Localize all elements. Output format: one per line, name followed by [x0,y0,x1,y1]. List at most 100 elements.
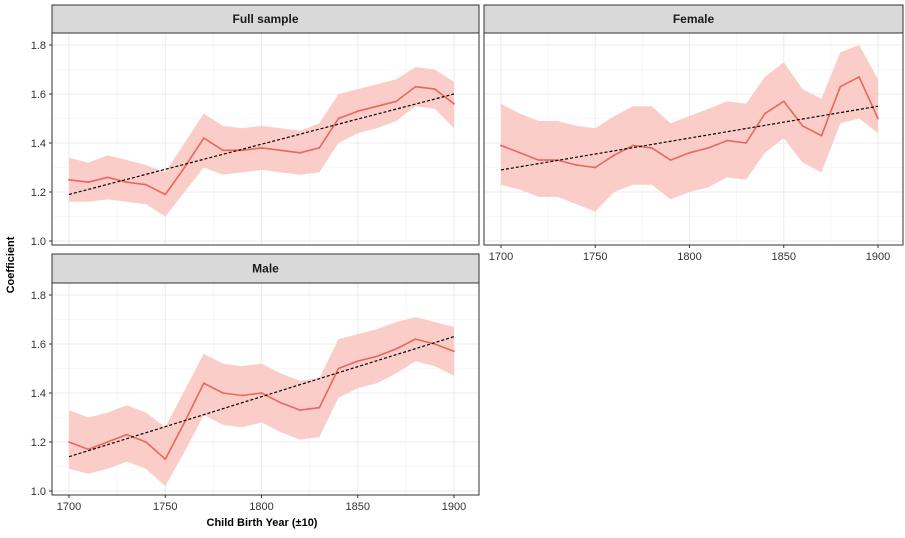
x-tick-label: 1700 [57,501,81,513]
confidence-band [501,45,878,212]
data-point [87,448,90,451]
data-point [453,350,455,353]
confidence-band [69,67,454,217]
data-point [575,164,578,166]
data-point [183,421,186,424]
panels-layer: Full sample 1.0 1.2 1.4 1.6 1.8 Female 1700 1750… [31,4,904,513]
trend-line [500,105,879,171]
data-point [356,110,359,113]
confidence-band [69,317,454,487]
panel-title: Female [673,12,715,26]
data-point [376,105,378,108]
x-tick-label: 1750 [153,501,177,513]
data-point [801,124,804,127]
data-point [183,166,186,169]
y-tick-label: 1.8 [31,290,46,302]
x-tick-label: 1900 [866,251,890,263]
y-tick-label: 1.4 [31,138,46,150]
data-point [145,183,147,186]
data-point [202,382,205,385]
x-tick-label: 1750 [583,251,607,263]
panel-2: Female 1700 1750 1800 1850 1900 [483,4,904,263]
data-point [537,159,540,162]
data-point [858,75,861,78]
data-point [125,433,128,436]
data-point [337,117,340,120]
data-point [395,100,398,103]
data-point [820,134,823,137]
data-point [68,441,70,443]
x-tick-label: 1850 [772,251,796,263]
data-point [318,406,321,409]
data-point [318,147,321,149]
data-point [877,117,879,120]
x-tick-label: 1900 [442,501,466,513]
data-point [279,401,282,404]
data-point [202,137,205,140]
data-point [106,176,109,179]
data-point [500,144,502,147]
data-point [222,149,224,152]
panel-title: Male [252,262,279,276]
y-tick-label: 1.6 [31,89,46,101]
data-point [433,88,436,90]
data-point [745,142,747,144]
data-point [241,394,244,397]
data-point [164,458,167,461]
data-point [260,392,263,394]
panel-strip [483,4,904,34]
data-point [164,193,167,196]
data-point [518,151,521,154]
data-point [414,85,417,88]
panel-strip [51,4,480,34]
data-point [414,338,417,340]
panel-border [483,32,904,246]
data-point [106,441,109,443]
data-point [87,181,90,184]
panel-strip [51,253,480,284]
data-point [125,181,128,184]
data-point [299,409,301,412]
y-tick-label: 1.6 [31,339,46,351]
data-point [669,159,672,162]
y-tick-label: 1.0 [31,236,46,248]
data-point [299,151,301,154]
data-point [279,149,282,152]
x-tick-label: 1700 [489,251,513,263]
y-axis-title: Coefficient [5,236,17,293]
data-point [632,144,634,147]
data-point [726,139,729,142]
panel-3: Male 1.0 1.2 1.4 1.6 1.8 1700 1750 1800 1850 1900 [31,253,480,513]
y-tick-label: 1.2 [31,187,46,199]
data-point [707,147,710,149]
x-axis-title: Child Birth Year (±10) [207,517,318,529]
trend-line [68,336,455,458]
data-point [839,85,842,88]
data-point [688,151,691,154]
data-point [241,149,244,152]
data-point [613,154,615,157]
data-point [145,441,147,443]
data-point [453,102,455,105]
x-tick-label: 1850 [346,501,370,513]
data-point [222,392,224,394]
data-point [260,147,263,149]
data-point [650,147,653,149]
data-point [376,355,378,358]
panel-border [51,32,480,246]
trend-line [68,93,455,196]
y-tick-label: 1.2 [31,437,46,449]
y-tick-label: 1.0 [31,486,46,498]
data-point [782,100,785,103]
data-point [337,367,340,370]
data-point [433,343,436,345]
y-tick-label: 1.4 [31,388,46,400]
x-tick-label: 1800 [249,501,273,513]
data-point [764,112,766,115]
panel-title: Full sample [232,12,298,26]
panel-border [51,282,480,496]
data-point [594,166,597,169]
panel-1: Full sample 1.0 1.2 1.4 1.6 1.8 [31,4,480,248]
